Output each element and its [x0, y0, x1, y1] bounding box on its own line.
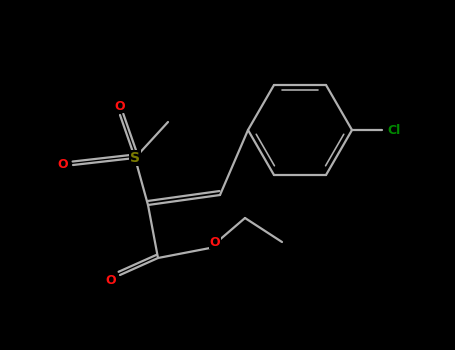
- Text: O: O: [210, 236, 220, 248]
- Text: O: O: [115, 99, 125, 112]
- Text: S: S: [130, 151, 140, 165]
- Text: O: O: [106, 274, 116, 287]
- Text: Cl: Cl: [387, 124, 400, 136]
- Text: O: O: [58, 159, 68, 172]
